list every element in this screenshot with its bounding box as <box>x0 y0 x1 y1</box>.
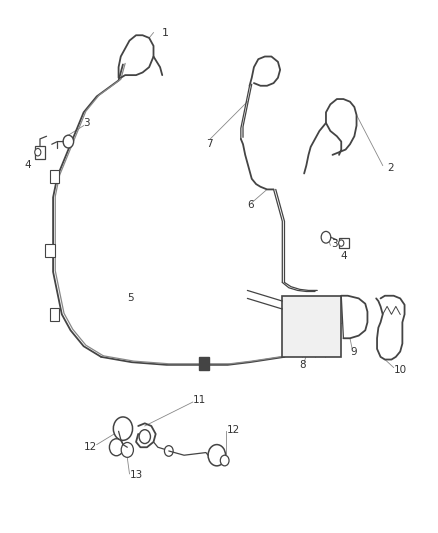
Text: 12: 12 <box>84 442 97 452</box>
Circle shape <box>110 439 124 456</box>
Circle shape <box>113 417 133 440</box>
Circle shape <box>208 445 226 466</box>
Text: 3: 3 <box>331 239 338 249</box>
Text: 11: 11 <box>193 395 206 406</box>
Text: 1: 1 <box>162 28 169 38</box>
Text: 13: 13 <box>130 470 143 480</box>
Circle shape <box>121 442 134 457</box>
Text: 5: 5 <box>127 293 134 303</box>
Text: 3: 3 <box>84 118 90 128</box>
Text: 6: 6 <box>247 200 254 211</box>
Circle shape <box>63 135 74 148</box>
Text: 12: 12 <box>227 425 240 435</box>
Circle shape <box>139 430 150 443</box>
Bar <box>199 358 209 370</box>
Bar <box>283 296 341 357</box>
Text: 8: 8 <box>299 360 306 370</box>
Circle shape <box>164 446 173 456</box>
Text: 4: 4 <box>340 251 347 261</box>
Bar <box>45 244 55 257</box>
Text: 2: 2 <box>387 163 394 173</box>
Circle shape <box>339 240 344 246</box>
Text: 7: 7 <box>206 139 212 149</box>
Circle shape <box>321 231 331 243</box>
Circle shape <box>220 455 229 466</box>
Bar <box>49 308 59 321</box>
Bar <box>49 169 59 182</box>
Circle shape <box>35 149 41 156</box>
Text: 9: 9 <box>350 346 357 357</box>
Text: 10: 10 <box>394 365 407 375</box>
Text: 4: 4 <box>25 160 32 171</box>
Bar <box>339 238 349 248</box>
Bar <box>35 146 45 159</box>
